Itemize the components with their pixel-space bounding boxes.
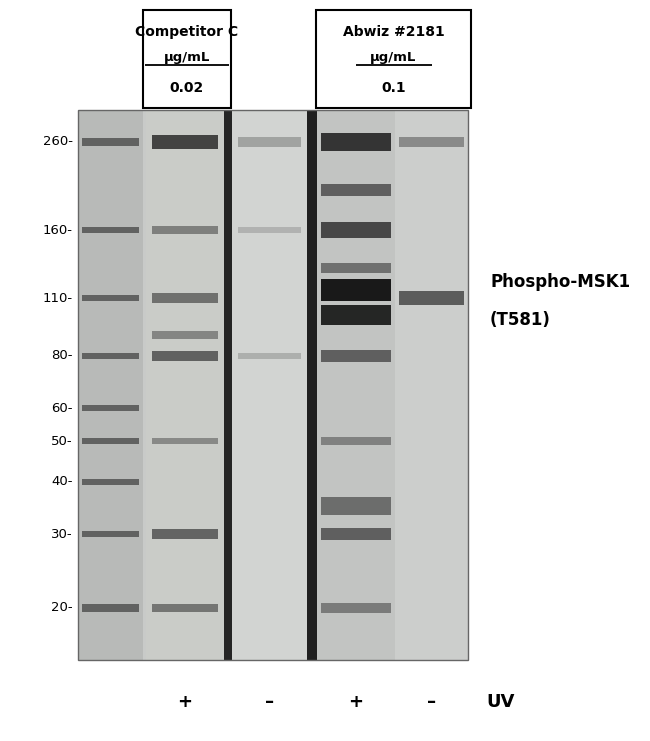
Bar [399,137,464,147]
Bar [321,350,391,362]
Text: 40-: 40- [51,476,73,488]
Bar [82,353,139,359]
Bar [146,110,224,660]
Text: 260-: 260- [43,136,73,148]
Bar [152,330,218,339]
Text: Phospho-MSK1: Phospho-MSK1 [490,273,630,291]
Bar [321,602,391,613]
Bar [82,479,139,485]
Bar [82,405,139,411]
Bar [82,138,139,146]
Bar [82,227,139,233]
Bar [238,137,301,147]
Text: Abwiz #2181: Abwiz #2181 [343,25,445,39]
Bar [321,497,391,515]
Text: 80-: 80- [51,350,73,362]
Bar [321,437,391,445]
Bar [321,263,391,273]
Bar [152,226,218,234]
Bar [82,531,139,537]
Text: μg/mL: μg/mL [164,52,210,64]
Text: +: + [177,693,192,711]
Text: –: – [265,693,274,711]
Bar [238,227,301,233]
Text: –: – [427,693,436,711]
Bar [152,293,218,303]
Bar [321,222,391,238]
Bar [395,110,468,660]
Bar [78,110,143,660]
Text: 30-: 30- [51,528,73,541]
Bar [317,110,395,660]
Bar [316,10,471,108]
Text: μg/mL: μg/mL [370,52,417,64]
Text: 0.02: 0.02 [170,81,204,95]
Text: 110-: 110- [43,292,73,305]
Bar [82,604,139,612]
Text: UV: UV [486,693,514,711]
Bar [321,528,391,540]
Text: 60-: 60- [51,402,73,415]
Bar [82,295,139,301]
Text: +: + [348,693,363,711]
Bar [321,279,391,301]
Bar [399,291,464,305]
Bar [152,439,218,445]
Bar [152,529,218,539]
Text: (T581): (T581) [490,311,551,330]
Bar [78,110,468,660]
Bar [321,133,391,151]
Text: 0.1: 0.1 [381,81,406,95]
Bar [232,110,307,660]
Bar [82,439,139,445]
Text: 160-: 160- [43,224,73,236]
Bar [143,10,231,108]
Bar [224,110,232,660]
Bar [321,305,391,325]
Bar [152,604,218,612]
Bar [78,110,468,660]
Text: Competitor C: Competitor C [135,25,239,39]
Bar [152,351,218,361]
Bar [321,184,391,196]
Bar [152,135,218,149]
Bar [307,110,317,660]
Text: 50-: 50- [51,435,73,448]
Bar [238,353,301,359]
Text: 20-: 20- [51,601,73,614]
